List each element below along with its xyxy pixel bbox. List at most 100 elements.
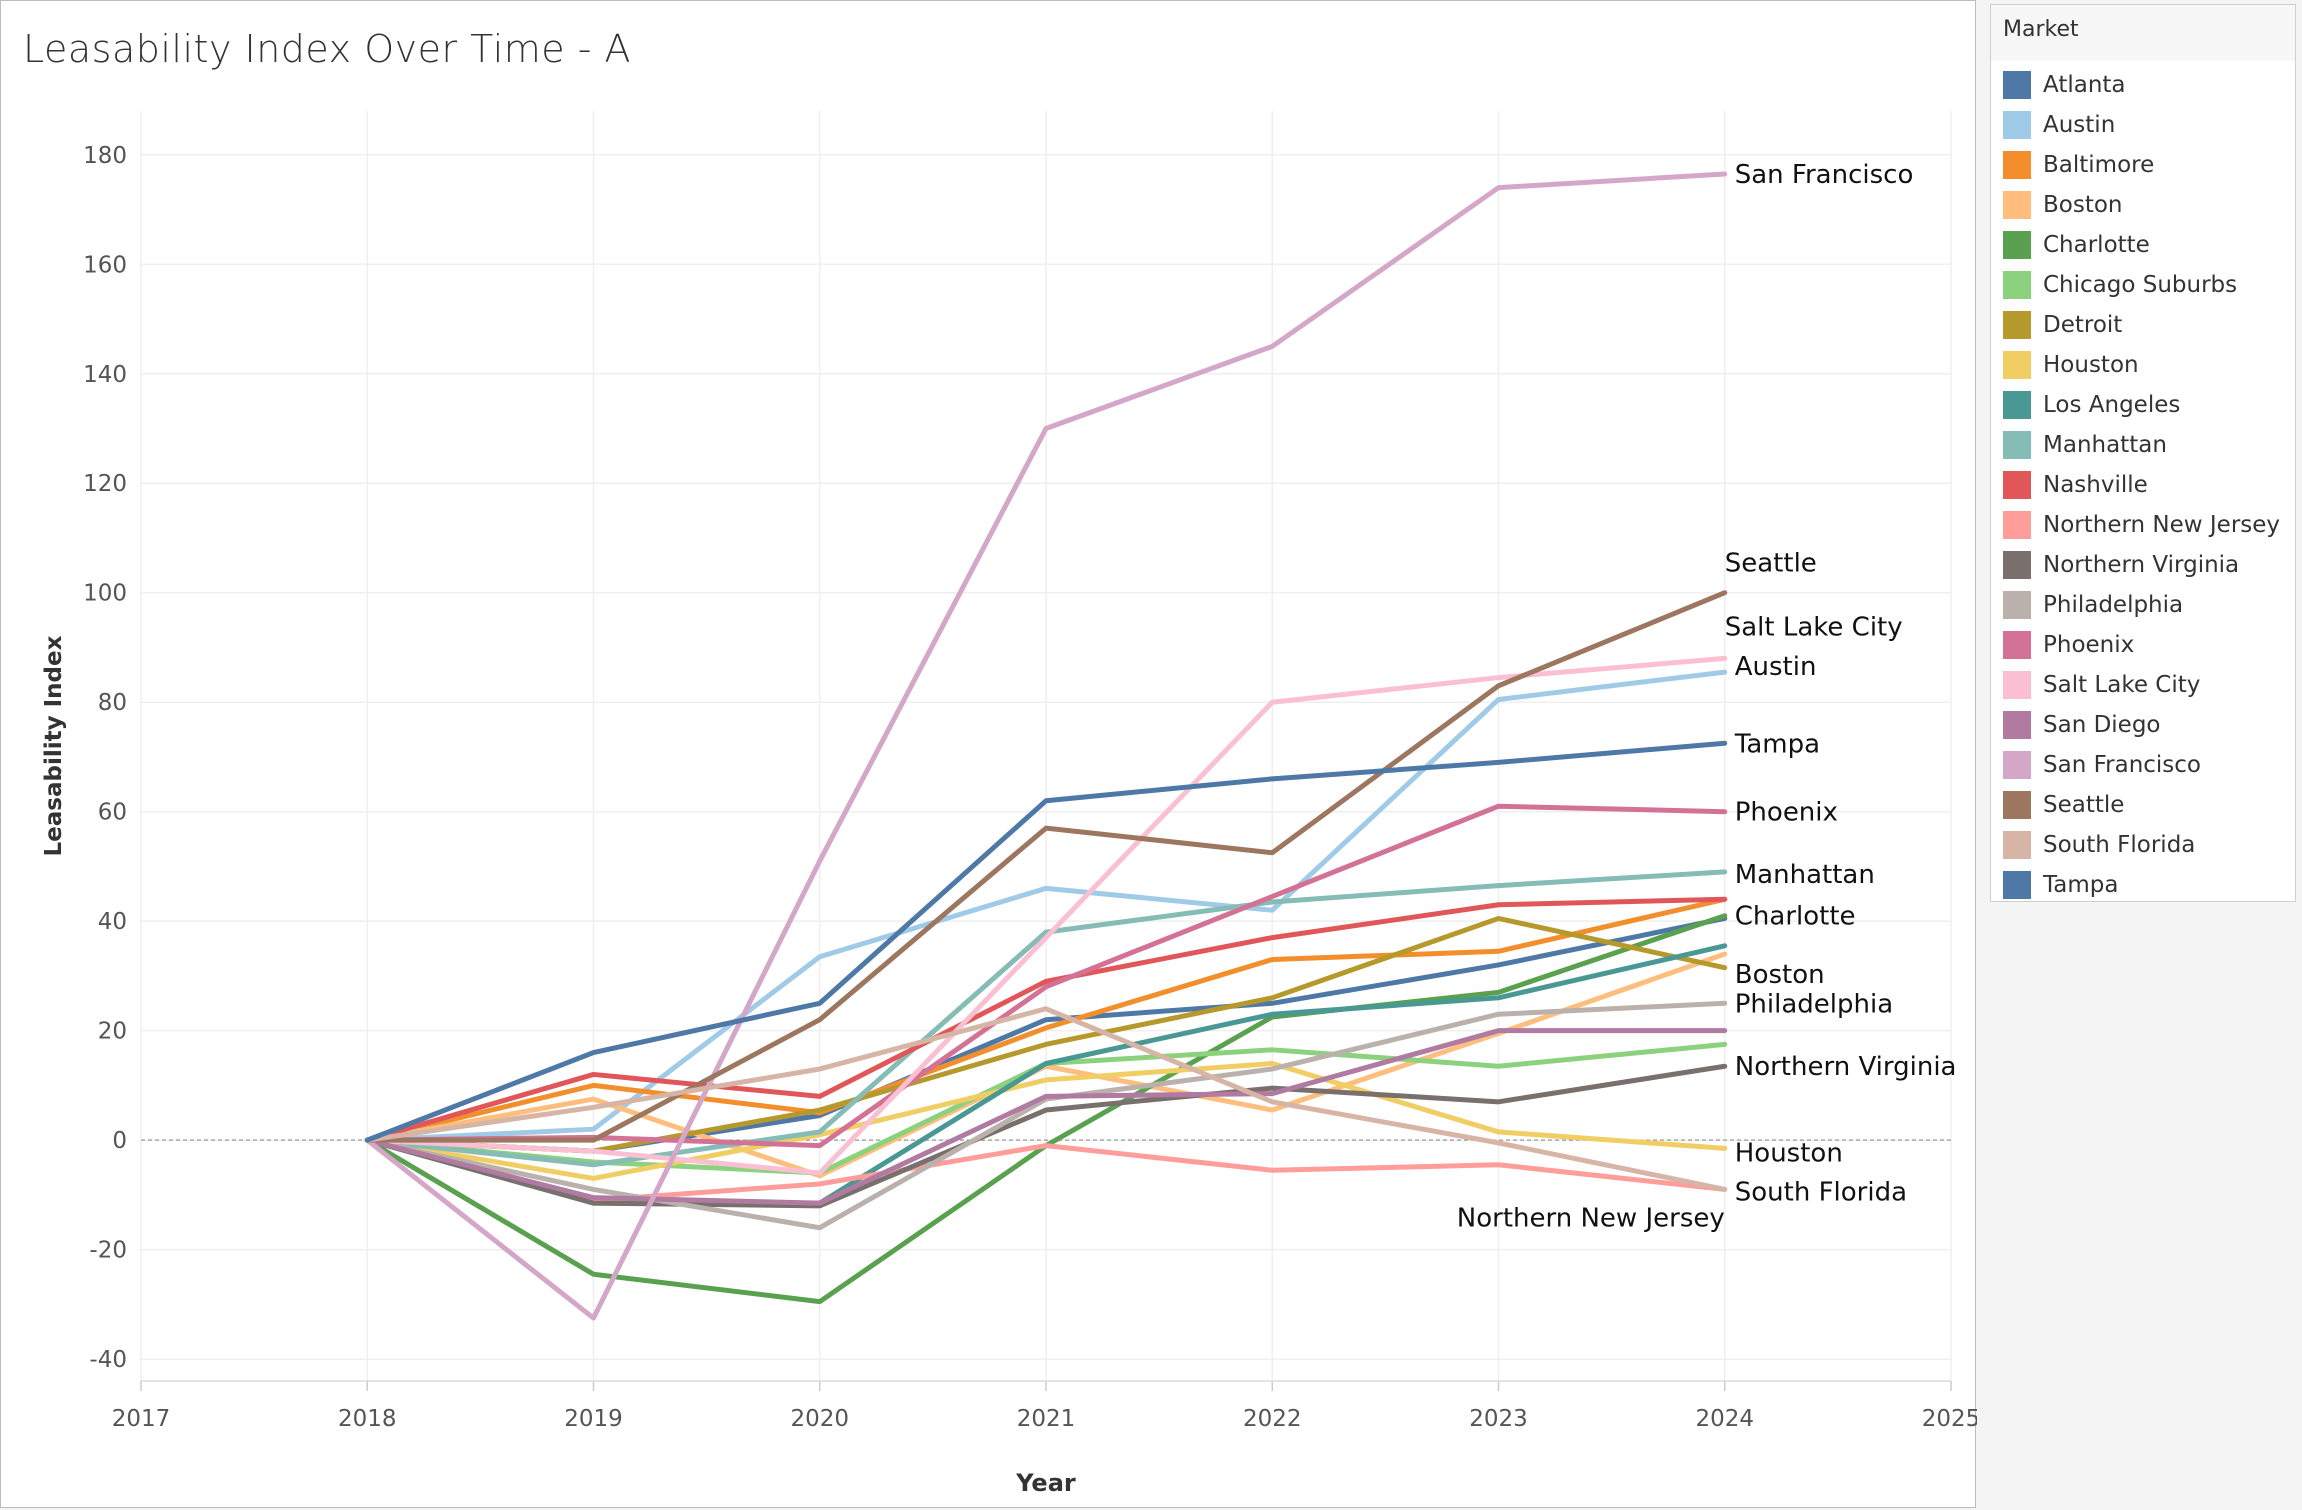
legend-label: San Diego: [2043, 712, 2161, 738]
y-axis-label: Leasability Index: [41, 635, 67, 856]
end-label-south-florida: South Florida: [1735, 1177, 1907, 1207]
legend-swatch: [2003, 311, 2031, 339]
end-label-northern-new-jersey: Northern New Jersey: [1457, 1203, 1725, 1233]
legend-swatch: [2003, 231, 2031, 259]
legend-label: Los Angeles: [2043, 392, 2181, 418]
y-tick-label: -20: [89, 1238, 127, 1264]
y-tick-label: 100: [83, 581, 127, 607]
legend-swatch: [2003, 671, 2031, 699]
x-tick-label: 2025: [1922, 1406, 1977, 1432]
y-tick-label: 140: [83, 362, 127, 388]
legend-item[interactable]: Austin: [2003, 109, 2115, 141]
legend-item[interactable]: Phoenix: [2003, 629, 2134, 661]
y-tick-label: 60: [98, 800, 127, 826]
x-tick-label: 2022: [1243, 1406, 1302, 1432]
legend-label: South Florida: [2043, 832, 2196, 858]
legend-label: Philadelphia: [2043, 592, 2184, 618]
legend-swatch: [2003, 351, 2031, 379]
series-line-northern-new-jersey: [364, 1137, 1728, 1203]
legend-label: San Francisco: [2043, 752, 2202, 778]
legend-item[interactable]: San Francisco: [2003, 749, 2201, 781]
end-label-boston: Boston: [1735, 960, 1825, 990]
end-label-philadelphia: Philadelphia: [1735, 989, 1893, 1019]
y-tick-label: 40: [98, 909, 127, 935]
legend-item[interactable]: San Diego: [2003, 709, 2161, 741]
legend-label: Houston: [2043, 352, 2139, 378]
series-line-baltimore: [364, 896, 1728, 1143]
legend-label: Atlanta: [2043, 72, 2126, 98]
legend-swatch: [2003, 631, 2031, 659]
legend-swatch: [2003, 111, 2031, 139]
legend-swatch: [2003, 511, 2031, 539]
legend-header: [1991, 5, 2295, 61]
legend-item[interactable]: Manhattan: [2003, 429, 2167, 461]
legend-swatch: [2003, 711, 2031, 739]
x-tick-label: 2021: [1017, 1406, 1076, 1432]
series-line-northern-virginia: [364, 1063, 1728, 1209]
x-tick-label: 2019: [564, 1406, 623, 1432]
legend-swatch: [2003, 151, 2031, 179]
legend-item[interactable]: Chicago Suburbs: [2003, 269, 2237, 301]
legend-label: Tampa: [2043, 872, 2119, 898]
legend-label: Northern Virginia: [2043, 552, 2240, 578]
y-tick-label: 20: [98, 1019, 127, 1045]
series-line-tampa: [364, 740, 1728, 1143]
legend-item[interactable]: Northern Virginia: [2003, 549, 2239, 581]
legend-label: Northern New Jersey: [2043, 512, 2281, 538]
legend-item[interactable]: Seattle: [2003, 789, 2124, 821]
end-label-tampa: Tampa: [1734, 729, 1820, 759]
legend-swatch: [2003, 551, 2031, 579]
legend-item[interactable]: Los Angeles: [2003, 389, 2180, 421]
y-tick-label: 80: [98, 690, 127, 716]
legend-swatch: [2003, 871, 2031, 899]
x-axis-label: Year: [1015, 1469, 1076, 1497]
end-label-salt-lake-city: Salt Lake City: [1725, 612, 1903, 642]
legend-item[interactable]: Charlotte: [2003, 229, 2150, 261]
legend-item[interactable]: Detroit: [2003, 309, 2122, 341]
series-line-austin: [364, 669, 1728, 1143]
series-line-san-diego: [364, 1028, 1728, 1206]
legend-item[interactable]: Atlanta: [2003, 69, 2126, 101]
legend-label: Austin: [2043, 112, 2116, 138]
legend-swatch: [2003, 191, 2031, 219]
y-tick-label: 0: [112, 1128, 127, 1154]
legend-label: Boston: [2043, 192, 2123, 218]
end-label-phoenix: Phoenix: [1735, 798, 1838, 828]
series-line-seattle: [364, 590, 1728, 1143]
series-line-south-florida: [364, 1006, 1728, 1192]
series-line-salt-lake-city: [364, 655, 1728, 1176]
end-label-houston: Houston: [1735, 1138, 1843, 1168]
x-tick-label: 2017: [112, 1406, 171, 1432]
legend-item[interactable]: Philadelphia: [2003, 589, 2183, 621]
legend-item[interactable]: Northern New Jersey: [2003, 509, 2280, 541]
series-line-manhattan: [364, 869, 1728, 1168]
x-tick-label: 2023: [1469, 1406, 1528, 1432]
legend-label: Detroit: [2043, 312, 2123, 338]
legend-item[interactable]: South Florida: [2003, 829, 2195, 861]
legend-item[interactable]: Houston: [2003, 349, 2139, 381]
legend-swatch: [2003, 391, 2031, 419]
legend-label: Seattle: [2043, 792, 2125, 818]
legend-item[interactable]: Nashville: [2003, 469, 2148, 501]
y-tick-label: 120: [83, 471, 127, 497]
legend-swatch: [2003, 591, 2031, 619]
end-label-charlotte: Charlotte: [1735, 902, 1856, 932]
end-label-northern-virginia: Northern Virginia: [1735, 1052, 1957, 1082]
legend-label: Phoenix: [2043, 632, 2135, 658]
legend-label: Charlotte: [2043, 232, 2150, 258]
legend-item[interactable]: Salt Lake City: [2003, 669, 2200, 701]
legend-swatch: [2003, 71, 2031, 99]
legend-swatch: [2003, 791, 2031, 819]
legend-swatch: [2003, 431, 2031, 459]
legend-item[interactable]: Boston: [2003, 189, 2123, 221]
legend-item[interactable]: Baltimore: [2003, 149, 2154, 181]
y-tick-label: 180: [83, 143, 127, 169]
end-label-san-francisco: San Francisco: [1735, 160, 1914, 190]
y-tick-label: -40: [89, 1347, 127, 1373]
end-label-manhattan: Manhattan: [1735, 860, 1875, 890]
legend-item[interactable]: Tampa: [2003, 869, 2118, 901]
legend-title: Market: [2003, 17, 2079, 42]
legend-label: Baltimore: [2043, 152, 2155, 178]
chart-title: Leasability Index Over Time - A: [23, 27, 632, 71]
end-label-austin: Austin: [1735, 652, 1817, 682]
